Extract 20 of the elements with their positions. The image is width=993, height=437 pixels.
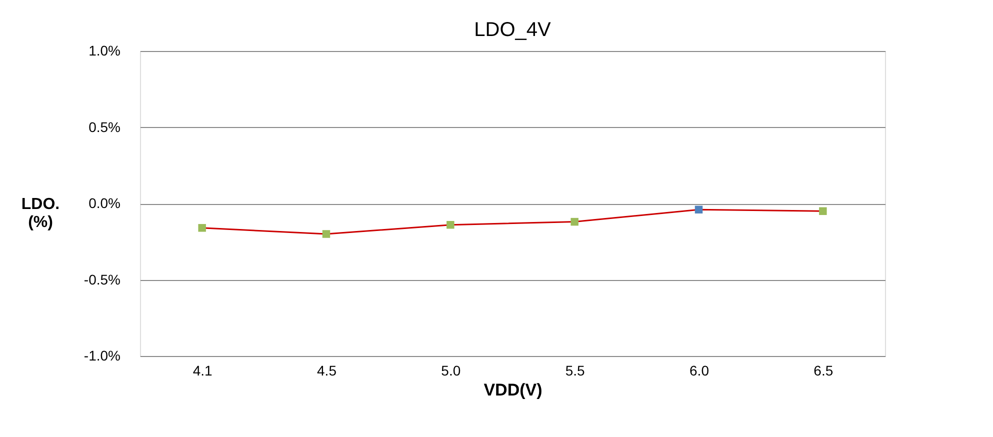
x-axis-title: VDD(V) xyxy=(484,380,542,400)
x-tick-label: 4.5 xyxy=(317,362,337,378)
y-tick-label: 0.5% xyxy=(88,118,120,135)
point xyxy=(322,230,330,238)
y-tick-label: -0.5% xyxy=(84,271,120,288)
x-tick-label: 5.0 xyxy=(441,362,461,378)
point xyxy=(198,224,206,232)
x-tick-label: 6.5 xyxy=(814,362,834,378)
x-tick-label: 4.1 xyxy=(192,362,213,378)
point xyxy=(819,207,827,215)
point xyxy=(570,218,578,226)
y-tick-label: -1.0% xyxy=(84,348,120,364)
y-tick-label: 1.0% xyxy=(88,42,120,58)
y-tick-label: 0.0% xyxy=(88,195,120,211)
x-tick-label: 5.5 xyxy=(565,362,586,378)
x-tick-label: 6.0 xyxy=(690,362,710,378)
chart-title: LDO_4V xyxy=(474,19,552,41)
y-axis-title: LDO. (%) xyxy=(21,196,60,231)
point xyxy=(694,206,703,214)
point xyxy=(446,220,454,229)
